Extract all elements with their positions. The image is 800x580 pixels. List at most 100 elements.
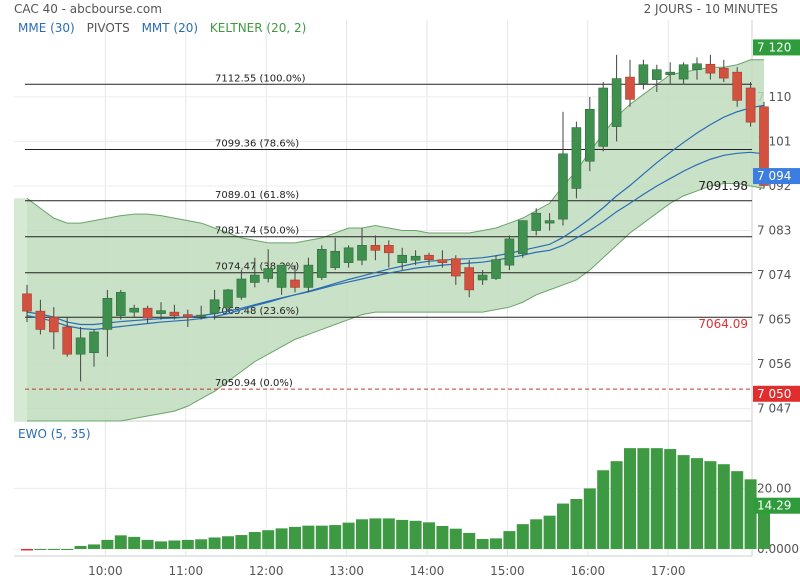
y-tick-label: 7 074 <box>757 268 791 282</box>
ewo-bar <box>597 470 610 549</box>
ewo-bar <box>610 461 623 549</box>
candle-body <box>250 274 260 283</box>
fib-label: 7089.01 (61.8%) <box>215 190 299 201</box>
candle-body <box>303 264 314 288</box>
legend-mmt[interactable]: MMT (20) <box>141 21 199 35</box>
ewo-bar <box>141 539 154 549</box>
candle-body <box>665 71 676 75</box>
ewo-bar <box>436 525 449 549</box>
ewo-bar <box>717 464 730 549</box>
ewo-bar <box>664 449 677 549</box>
keltner-upper-line <box>26 59 764 244</box>
keltner-band <box>27 59 764 421</box>
price-label-box <box>753 39 800 56</box>
ewo-bar <box>21 548 33 551</box>
candle-body <box>196 314 206 317</box>
legend-mme[interactable]: MME (30) <box>18 21 75 35</box>
candle-body <box>263 268 274 279</box>
ewo-bar <box>449 528 462 549</box>
candle-body <box>651 69 662 80</box>
candle-body <box>156 310 166 314</box>
candle-body <box>718 67 729 79</box>
y-tick-label: 7 056 <box>757 357 791 371</box>
ewo-bar <box>543 515 556 549</box>
ewo-y-tick-label: 20.00 <box>757 481 791 495</box>
candle-body <box>477 274 488 281</box>
mmt-line <box>26 104 765 331</box>
candle-body <box>35 310 46 330</box>
candle-body <box>437 259 448 263</box>
x-tick-label: 12:00 <box>249 564 284 578</box>
ewo-bar <box>677 455 690 549</box>
candle-body <box>22 293 32 312</box>
candle-body <box>450 258 461 277</box>
ewo-bar <box>168 540 181 549</box>
ewo-last-value: 14.29 <box>757 499 791 513</box>
ewo-bar <box>503 531 516 549</box>
y-tick-label: 7 047 <box>757 402 791 416</box>
ewo-bar <box>490 538 502 549</box>
candle-body <box>531 212 542 231</box>
x-tick-label: 14:00 <box>410 564 445 578</box>
ewo-bar <box>342 522 355 549</box>
period-label: 2 JOURS - 10 MINUTES <box>643 2 778 16</box>
ewo-bar <box>396 519 409 549</box>
ewo-bar <box>302 525 315 549</box>
candle-body <box>169 311 180 316</box>
candle-body <box>343 247 354 263</box>
ewo-bar <box>476 538 489 549</box>
candle-body <box>584 108 595 162</box>
candle-body <box>705 63 716 74</box>
ewo-bar <box>47 548 60 550</box>
ewo-bar <box>208 537 221 549</box>
y-tick-label: 7 065 <box>757 313 791 327</box>
candle-body <box>692 63 702 70</box>
candle-body <box>491 259 501 279</box>
x-tick-label: 10:00 <box>88 564 123 578</box>
candle-body <box>75 337 86 355</box>
ewo-bar <box>382 518 395 549</box>
ewo-bar <box>235 535 248 549</box>
ewo-bar <box>315 525 328 549</box>
ewo-bar <box>369 518 382 549</box>
ewo-bar <box>275 528 288 549</box>
ewo-bar <box>409 520 422 549</box>
ewo-bar <box>114 535 127 549</box>
ewo-bar <box>463 532 476 549</box>
y-tick-label: 7 110 <box>757 90 791 104</box>
ewo-bar <box>637 448 650 549</box>
ewo-bar <box>650 448 663 549</box>
candle-body <box>276 264 287 288</box>
candle-body <box>183 314 193 318</box>
ewo-bar <box>61 548 74 550</box>
indicator-legend: MME (30) PIVOTS MMT (20) KELTNER (20, 2) <box>18 21 314 35</box>
keltner-lower-line <box>27 182 765 422</box>
ewo-bar <box>530 519 543 549</box>
ewo-bar <box>155 541 167 549</box>
candle-body <box>357 245 367 261</box>
y-tick-label: 7 083 <box>757 224 791 238</box>
candle-body <box>330 250 341 268</box>
chart-title: CAC 40 - abcbourse.com <box>14 2 162 16</box>
ewo-bar <box>101 539 114 549</box>
price-annotation: 7064.09 <box>698 317 748 331</box>
candle-body <box>129 307 139 313</box>
candle-body <box>62 326 73 355</box>
ewo-bar <box>222 536 234 549</box>
candle-body <box>424 254 434 260</box>
candle-body <box>397 254 408 263</box>
ewo-bar <box>557 503 569 549</box>
ewo-bar <box>704 461 717 549</box>
legend-pivots[interactable]: PIVOTS <box>86 21 130 35</box>
candle-body <box>745 87 756 123</box>
x-tick-label: 11:00 <box>169 564 204 578</box>
candle-body <box>316 249 327 278</box>
ewo-bar <box>731 471 744 549</box>
ewo-bar <box>356 519 368 549</box>
ewo-bar <box>583 488 596 549</box>
candle-body <box>598 87 609 147</box>
ewo-bar <box>289 526 301 549</box>
mme-line <box>26 151 765 326</box>
legend-keltner[interactable]: KELTNER (20, 2) <box>209 21 307 35</box>
